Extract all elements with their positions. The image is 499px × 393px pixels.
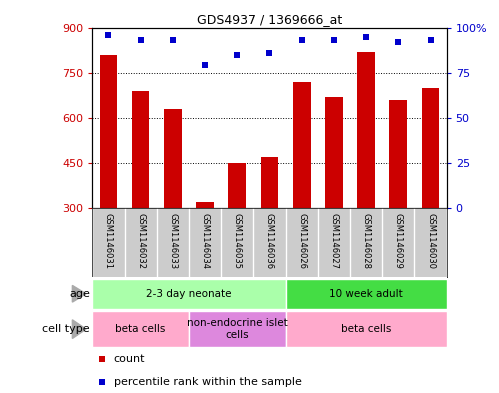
Point [356,59,364,65]
Bar [422,88,439,208]
Text: GSM1146026: GSM1146026 [297,213,306,269]
Text: percentile rank within the sample: percentile rank within the sample [114,377,301,387]
Bar [260,157,278,208]
Bar [293,82,310,208]
Point [427,37,435,43]
Text: GSM1146034: GSM1146034 [201,213,210,269]
Bar [92,311,189,347]
Point [169,37,177,43]
Bar [132,91,150,208]
Text: 2-3 day neonate: 2-3 day neonate [146,289,232,299]
Bar [100,55,117,208]
Bar [285,311,447,347]
Title: GDS4937 / 1369666_at: GDS4937 / 1369666_at [197,13,342,26]
Polygon shape [72,285,86,302]
Bar [285,279,447,309]
Text: GSM1146030: GSM1146030 [426,213,435,269]
Text: count: count [114,354,145,364]
Text: GSM1146031: GSM1146031 [104,213,113,269]
Text: GSM1146027: GSM1146027 [329,213,338,269]
Text: cell type: cell type [42,324,90,334]
Bar [92,279,285,309]
Point [362,33,370,40]
Text: 10 week adult: 10 week adult [329,289,403,299]
Point [265,50,273,56]
Polygon shape [72,320,86,338]
Point [233,51,241,58]
Text: beta cells: beta cells [341,324,391,334]
Point [137,37,145,43]
Text: beta cells: beta cells [115,324,166,334]
Point [201,62,209,69]
Text: GSM1146033: GSM1146033 [168,213,177,269]
Text: GSM1146036: GSM1146036 [265,213,274,269]
Text: GSM1146028: GSM1146028 [362,213,371,269]
Text: GSM1146032: GSM1146032 [136,213,145,269]
Bar [229,163,246,208]
Bar [389,100,407,208]
Bar [189,311,285,347]
Bar [325,97,343,208]
Bar [196,202,214,208]
Text: GSM1146035: GSM1146035 [233,213,242,269]
Text: age: age [69,289,90,299]
Text: GSM1146029: GSM1146029 [394,213,403,269]
Point [356,264,364,271]
Point [104,31,112,38]
Bar [357,51,375,208]
Point [330,37,338,43]
Point [298,37,306,43]
Point [394,39,402,45]
Bar [164,109,182,208]
Text: non-endocrine islet
cells: non-endocrine islet cells [187,318,287,340]
